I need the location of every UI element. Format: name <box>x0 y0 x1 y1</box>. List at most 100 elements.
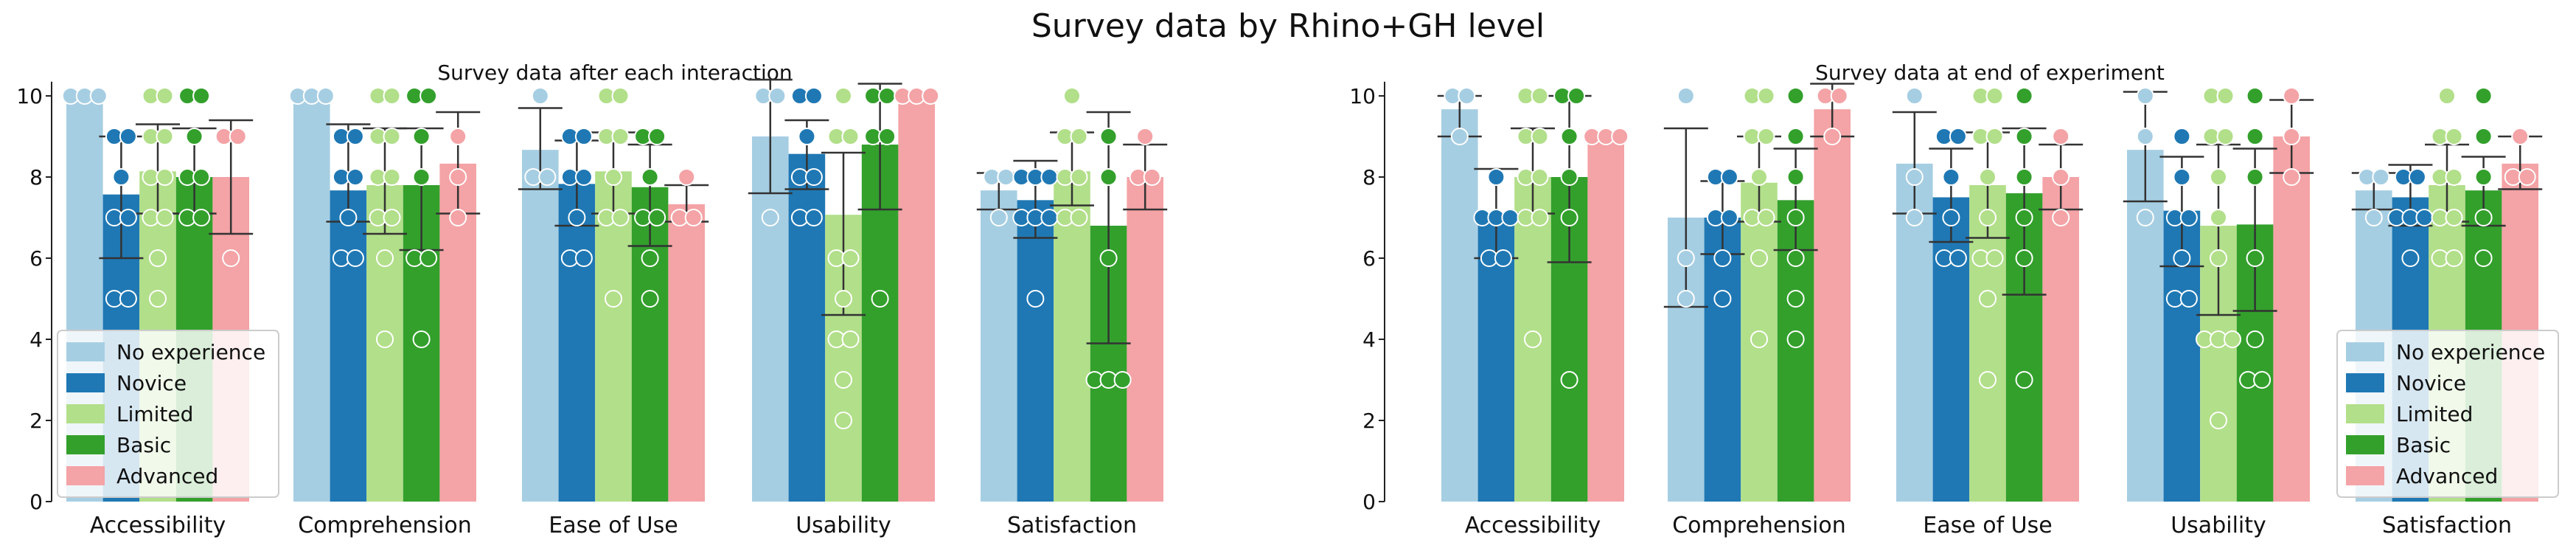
data-point <box>2246 128 2264 145</box>
legend-label: Novice <box>2396 371 2466 395</box>
data-point <box>2015 371 2033 389</box>
data-point <box>768 87 787 105</box>
y-tick-label: 8 <box>1362 165 1376 190</box>
bar <box>522 150 559 502</box>
data-point <box>2445 128 2463 145</box>
data-point <box>804 168 823 186</box>
data-point <box>2246 87 2264 105</box>
data-point <box>1494 249 1512 267</box>
data-point <box>1720 209 1738 226</box>
data-point <box>878 128 897 145</box>
bar <box>595 171 632 502</box>
category-label: Comprehension <box>298 513 472 538</box>
data-point <box>1979 371 1997 389</box>
data-point <box>2136 128 2154 145</box>
data-point <box>346 128 364 145</box>
data-point <box>346 249 364 267</box>
panel-title: Survey data at end of experiment <box>1815 60 2165 85</box>
data-point <box>804 87 823 105</box>
category-label: Accessibility <box>90 513 226 538</box>
data-point <box>2210 168 2227 186</box>
data-point <box>316 87 335 105</box>
bar <box>788 153 826 502</box>
data-point <box>841 128 860 145</box>
data-point <box>641 168 659 186</box>
data-point <box>1905 168 1924 186</box>
data-point <box>1560 371 1578 389</box>
y-tick-label: 10 <box>16 84 43 108</box>
data-point <box>1531 128 1549 145</box>
data-point <box>192 168 211 186</box>
data-point <box>1905 209 1924 226</box>
bar <box>2042 177 2079 502</box>
data-point <box>1026 290 1045 308</box>
data-point <box>2474 209 2493 226</box>
bar <box>1017 200 1054 502</box>
y-tick-label: 10 <box>1349 84 1376 108</box>
data-point <box>1985 249 2004 267</box>
data-point <box>346 168 364 186</box>
data-point <box>2015 209 2033 226</box>
bar <box>2273 136 2310 502</box>
data-point <box>2015 249 2033 267</box>
data-point <box>1985 128 2004 145</box>
data-point <box>149 290 167 308</box>
data-point <box>878 87 897 105</box>
data-point <box>1070 168 1088 186</box>
data-point <box>1757 209 1775 226</box>
data-point <box>2015 87 2033 105</box>
y-tick-label: 8 <box>29 165 43 190</box>
legend-swatch <box>66 404 105 423</box>
data-point <box>835 412 852 429</box>
data-point <box>2445 168 2463 186</box>
data-point <box>1677 249 1695 267</box>
data-point <box>2052 209 2070 226</box>
bar <box>2127 150 2164 502</box>
panel-title: Survey data after each interaction <box>437 60 792 85</box>
data-point <box>1040 168 1059 186</box>
data-point <box>1720 168 1738 186</box>
data-point <box>89 87 108 105</box>
legend-label: Advanced <box>116 464 218 488</box>
data-point <box>229 128 247 145</box>
data-point <box>1063 87 1081 105</box>
bar <box>1587 136 1624 502</box>
data-point <box>2474 249 2493 267</box>
data-point <box>2210 412 2227 429</box>
data-point <box>1905 87 1924 105</box>
data-point <box>222 249 240 267</box>
data-point <box>119 290 137 308</box>
data-point <box>2173 168 2191 186</box>
data-point <box>1750 249 1768 267</box>
legend-swatch <box>66 342 105 361</box>
bar <box>898 96 935 502</box>
data-point <box>538 168 557 186</box>
category-label: Usability <box>2171 513 2266 538</box>
data-point <box>119 128 137 145</box>
data-point <box>156 209 174 226</box>
data-point <box>2224 330 2241 348</box>
data-point <box>2136 87 2154 105</box>
data-point <box>1750 168 1768 186</box>
data-point <box>1560 128 1578 145</box>
data-point <box>2283 87 2301 105</box>
data-point <box>841 330 860 348</box>
legend-swatch <box>66 373 105 392</box>
legend-label: Advanced <box>2396 464 2498 488</box>
data-point <box>1786 209 1805 226</box>
data-point <box>2364 209 2383 226</box>
data-point <box>156 128 174 145</box>
data-point <box>1786 290 1805 308</box>
data-point <box>1786 168 1805 186</box>
data-point <box>2408 168 2426 186</box>
data-point <box>412 128 431 145</box>
data-point <box>574 249 593 267</box>
data-point <box>412 330 431 348</box>
data-point <box>835 87 852 105</box>
data-point <box>1786 87 1805 105</box>
legend-swatch <box>2346 466 2384 485</box>
data-point <box>1979 209 1997 226</box>
data-point <box>574 128 593 145</box>
data-point <box>1487 168 1505 186</box>
data-point <box>420 249 438 267</box>
